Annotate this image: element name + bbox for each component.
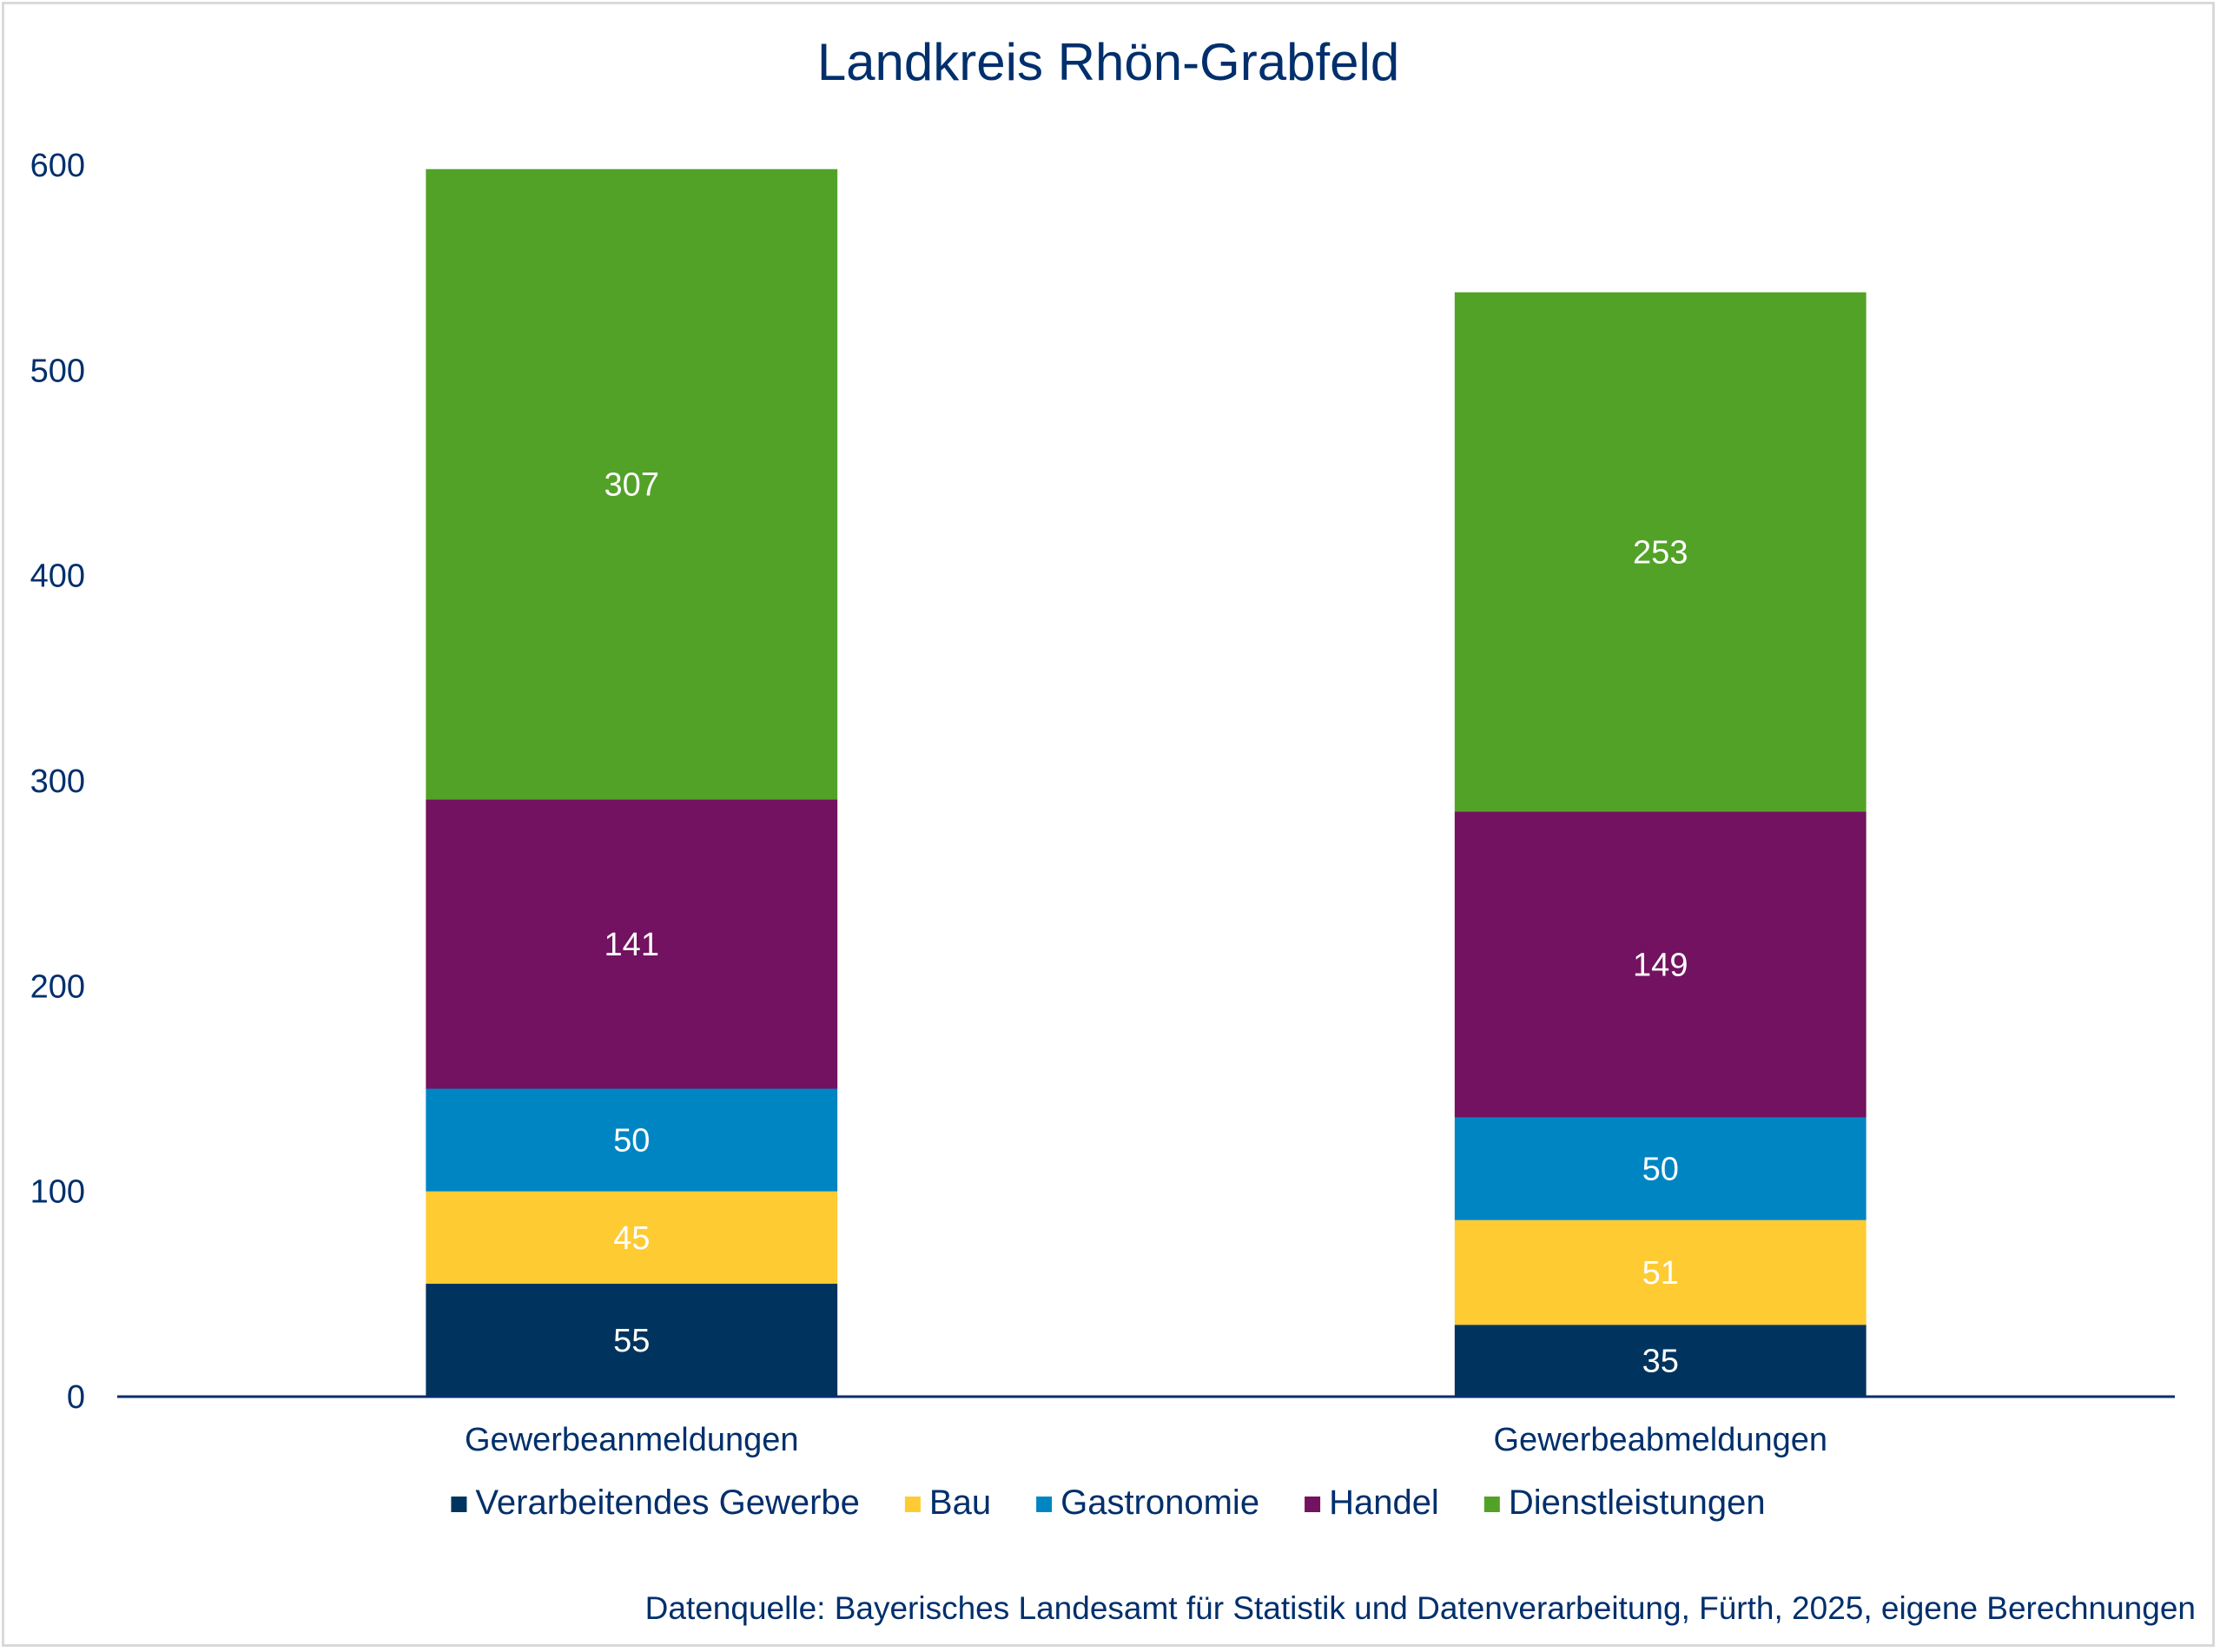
data-label: 55 (613, 1323, 650, 1359)
bar-segment-bau (426, 1191, 838, 1285)
bars (426, 169, 1867, 1397)
bar-segment-gastronomie (426, 1088, 838, 1192)
data-label: 51 (1642, 1255, 1679, 1292)
bar-segment-verarbeitendes-gewerbe (426, 1284, 838, 1397)
y-tick-label: 0 (67, 1379, 85, 1416)
data-label: 50 (613, 1123, 650, 1160)
legend-swatch-bau (904, 1497, 921, 1512)
legend-swatch-verarbeitendes-gewerbe (451, 1497, 467, 1512)
legend-swatch-dienstleistungen (1483, 1497, 1500, 1512)
legend-item: Bau (904, 1483, 991, 1522)
data-label: 50 (1642, 1152, 1679, 1188)
legend-swatch-gastronomie (1036, 1497, 1053, 1512)
bar-segment-verarbeitendes-gewerbe (1454, 1325, 1867, 1397)
y-tick-label: 300 (30, 763, 85, 800)
legend-label: Handel (1329, 1483, 1439, 1522)
y-tick-label: 500 (30, 353, 85, 389)
legend-item: Gastronomie (1036, 1483, 1259, 1522)
y-tick-label: 100 (30, 1174, 85, 1211)
bar-segment-dienstleistungen (1454, 292, 1867, 812)
category-label: Gewerbeabmeldungen (1494, 1422, 1828, 1458)
legend-item: Verarbeitendes Gewerbe (451, 1483, 860, 1522)
data-label: 149 (1633, 948, 1688, 984)
data-label: 253 (1633, 534, 1688, 571)
legend-item: Dienstleistungen (1483, 1483, 1766, 1522)
bar-segment-handel (426, 799, 838, 1089)
legend: Verarbeitendes Gewerbe Bau Gastronomie Hand… (451, 1483, 1766, 1522)
chart-title: Landkreis Rhön-Grabfeld (817, 33, 1399, 91)
data-label: 35 (1642, 1344, 1679, 1380)
y-axis-ticks: 0 100 200 300 400 500 600 (30, 148, 85, 1416)
legend-label: Verarbeitendes Gewerbe (475, 1483, 860, 1522)
legend-label: Bau (929, 1483, 991, 1522)
y-tick-label: 400 (30, 558, 85, 595)
category-labels: Gewerbeanmeldungen Gewerbeabmeldungen (465, 1422, 1827, 1458)
legend-label: Dienstleistungen (1509, 1483, 1766, 1522)
bar-segment-handel (1454, 811, 1867, 1118)
data-label: 45 (613, 1220, 650, 1257)
bar-segment-dienstleistungen (426, 169, 838, 800)
data-labels: 55 45 50 141 307 35 51 50 149 253 (605, 466, 1688, 1379)
legend-label: Gastronomie (1060, 1483, 1259, 1522)
source-note: Datenquelle: Bayerisches Landesamt für S… (645, 1590, 2196, 1626)
legend-swatch-handel (1305, 1497, 1321, 1512)
category-label: Gewerbeanmeldungen (465, 1422, 799, 1458)
y-tick-label: 200 (30, 968, 85, 1005)
bar-segment-bau (1454, 1219, 1867, 1325)
y-tick-label: 600 (30, 148, 85, 184)
legend-item: Handel (1305, 1483, 1439, 1522)
bar-segment-gastronomie (1454, 1117, 1867, 1220)
data-label: 307 (605, 466, 659, 503)
data-label: 141 (605, 927, 659, 963)
